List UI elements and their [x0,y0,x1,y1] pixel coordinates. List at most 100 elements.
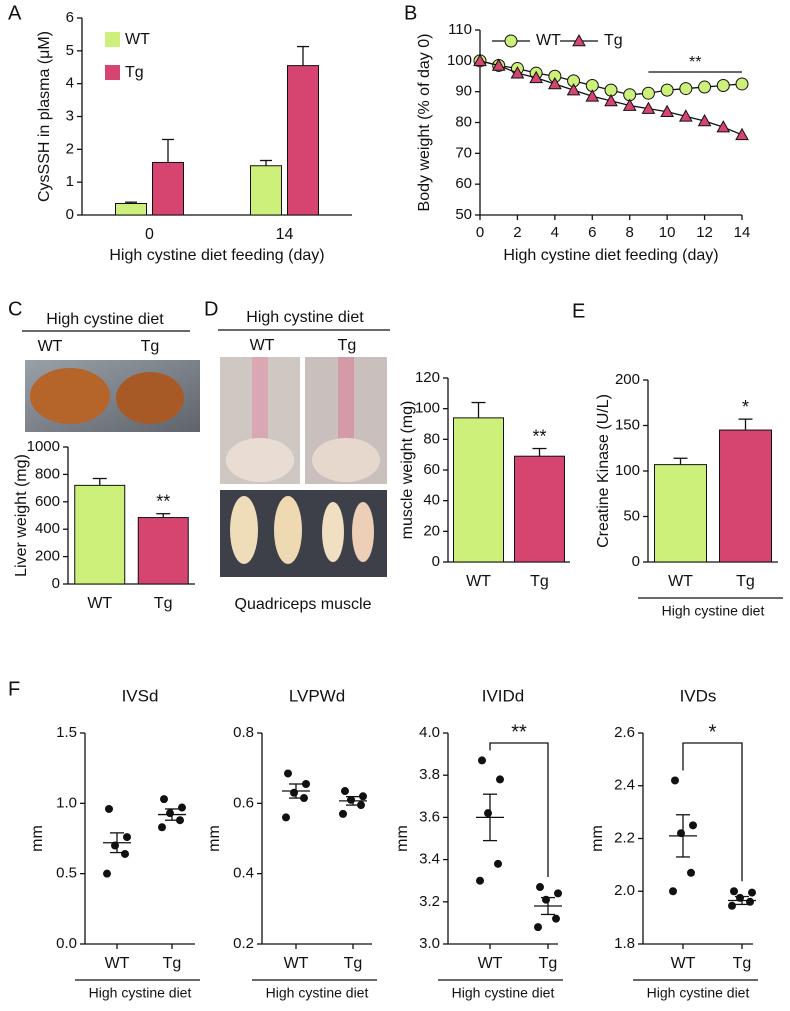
x-tick-label: 10 [659,224,676,241]
y-axis-label: CysSSH in plasma (μM) [36,31,53,202]
panel-label: E [572,300,585,322]
dot [542,895,550,904]
marker [641,86,655,100]
panel-label: D [204,298,218,320]
chart-title: IVSd [122,686,159,705]
y-tick-label: 0.8 [233,724,254,741]
y-axis-label: muscle weight (mg) [399,401,416,540]
dot [166,809,174,818]
dot [536,883,544,892]
dot [123,833,131,842]
y-tick-label: 600 [35,493,60,510]
y-tick-label: 70 [455,144,472,161]
dot [300,794,308,803]
marker [585,89,600,102]
marker [698,80,712,94]
chart-title: LVPWd [289,686,345,705]
marker [716,120,731,133]
marker [529,70,543,84]
legend-label: Tg [604,32,623,49]
panel-label: A [8,2,22,24]
significance-bracket [682,742,743,882]
y-tick-label: 110 [448,21,472,38]
x-tick-label: WT [668,573,693,590]
x-tick-label: Tg [344,955,363,972]
y-tick-label: 1.8 [614,935,635,952]
x-tick-label: WT [87,595,112,612]
dot [105,804,113,813]
y-tick-label: 20 [423,522,440,539]
y-tick-label: 2.0 [614,882,635,899]
x-axis-label: High cystine diet feeding (day) [109,247,324,264]
marker [622,98,637,111]
y-tick-label: 50 [623,507,640,524]
y-tick-label: 3 [66,107,74,124]
marker [510,66,525,79]
y-tick-label: 3.8 [419,766,440,783]
y-tick-label: 0 [66,206,74,223]
y-tick-label: 100 [615,462,640,479]
x-tick-label: 0 [145,226,154,243]
y-tick-label: 50 [455,206,472,223]
y-tick-label: 2 [66,140,74,157]
dot [534,923,542,932]
photo-title: High cystine diet [246,309,364,326]
y-tick-label: 200 [615,371,640,388]
marker [735,77,749,91]
y-tick-label: 3.4 [419,851,440,868]
dot [158,823,166,832]
marker [566,83,581,96]
y-tick-label: 1000 [27,438,60,455]
group-label: High cystine diet [662,603,765,619]
dot [552,914,560,923]
y-tick-label: 0.4 [233,865,254,882]
x-tick-label: Tg [733,955,752,972]
photo-title: High cystine diet [46,311,164,328]
x-tick-label: WT [284,955,309,972]
dot [290,788,298,797]
legend-swatch [105,32,120,47]
x-tick-label: WT [466,573,491,590]
y-tick-label: 60 [455,175,472,192]
legend-marker [572,33,586,47]
x-tick-label: Tg [163,955,182,972]
dot [176,816,184,825]
x-tick-label: WT [671,955,696,972]
dot [687,868,695,877]
y-tick-label: 0.5 [56,865,77,882]
y-tick-label: 3.2 [419,893,440,910]
marker [660,83,674,97]
marker [604,93,618,107]
significance-bracket [489,742,549,878]
y-tick-label: 2.2 [614,829,635,846]
y-axis-label: Liver weight (mg) [13,454,30,577]
y-axis-label: mm [206,825,223,852]
y-tick-label: 2.4 [614,777,635,794]
y-tick-label: 0 [52,575,60,592]
y-tick-label: 0.6 [233,794,254,811]
bar [74,484,126,585]
x-tick-label: Tg [530,573,549,590]
dot [357,801,365,810]
photo-quadriceps [220,490,387,577]
significance: * [742,397,749,417]
group-label: High cystine diet [452,985,555,1001]
x-tick-label: 8 [626,224,634,241]
dot [494,859,502,868]
y-tick-label: 40 [423,492,440,509]
y-tick-label: 0.2 [233,935,254,952]
x-tick-label: Tg [539,955,558,972]
x-tick-label: WT [105,955,130,972]
y-tick-label: 80 [423,430,440,447]
y-tick-label: 150 [615,416,640,433]
y-tick-label: 2.6 [614,724,635,741]
dot [669,887,677,896]
marker [491,58,506,71]
legend-label: Tg [125,64,144,81]
y-tick-label: 3.6 [419,808,440,825]
y-axis-label: Creatine Kinase (U/L) [595,394,612,548]
bar [654,464,707,563]
marker [473,53,487,67]
x-tick-label: Tg [154,595,173,612]
